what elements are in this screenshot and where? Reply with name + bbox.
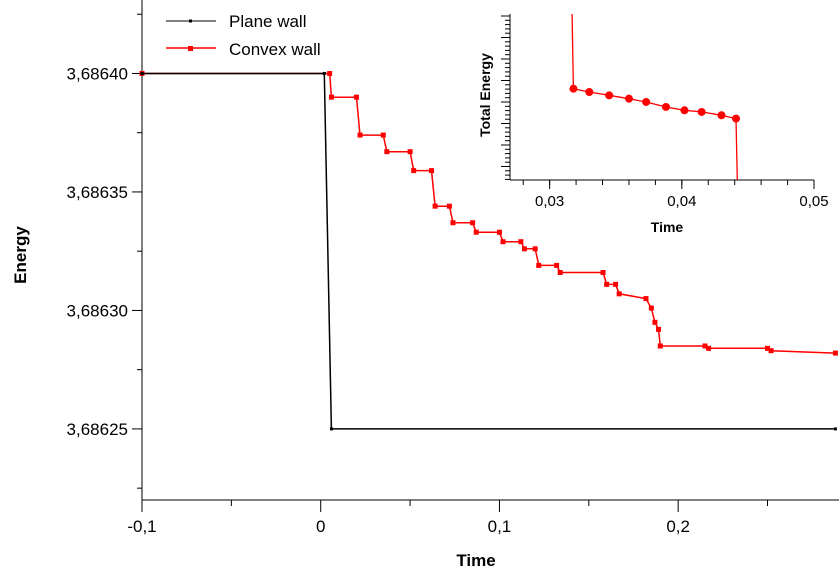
convex-wall-point [554,262,560,268]
inset-series-point [697,107,706,116]
main-y-axis-title: Energy [11,226,30,284]
inset-plot-area [569,13,741,181]
convex-wall-point [643,296,649,302]
convex-wall-point [532,246,538,252]
main-y-tick-label: 3,68625 [67,420,128,439]
convex-wall-point [470,220,476,226]
inset-background [508,14,814,180]
inset-series-point [732,114,741,123]
convex-wall-point [768,348,774,354]
convex-wall-point [832,350,838,356]
legend-label-plane-wall: Plane wall [229,12,307,31]
convex-wall-point [327,70,333,76]
convex-wall-point [616,291,622,297]
legend-item-convex-wall: Convex wall [166,40,321,59]
inset-series-point [624,94,633,103]
convex-wall-point [655,326,661,332]
legend-label-convex-wall: Convex wall [229,40,321,59]
inset-series-point [569,84,578,93]
plane-wall-point [322,71,326,75]
series-plane-wall-line [142,72,836,430]
convex-wall-point [648,305,654,311]
convex-wall-point [407,149,413,155]
main-ticks: -0,1 0 0,1 0,2 3,68625 3,68630 3,68635 3,68640 [67,13,769,536]
convex-wall-point [473,229,479,235]
main-x-tick-label: 0,1 [488,517,512,536]
convex-wall-point [604,281,610,287]
inset-series-point [642,97,651,106]
main-x-tick-label: 0,2 [666,517,690,536]
convex-wall-point [411,168,417,174]
main-x-tick-label: -0,1 [127,517,156,536]
convex-wall-point [446,203,452,209]
plane-wall-point [833,427,837,431]
legend-marker-convex-wall [188,46,193,51]
main-x-tick-label: 0 [316,517,325,536]
inset-series-point [680,106,689,115]
convex-wall-point [536,262,542,268]
main-plot-area [139,70,838,431]
convex-wall-point [496,229,502,235]
convex-wall-point [600,270,606,276]
inset-x-tick-label: 0,05 [799,193,828,210]
convex-wall-point [706,345,712,351]
convex-wall-point [450,220,456,226]
inset-y-axis-title: Total Energy [477,53,493,137]
inset-ticks: 0,03 0,04 0,05 [501,15,829,210]
convex-wall-point [328,94,334,100]
inset-series-point [661,102,670,111]
legend-marker-plane-wall [189,19,192,23]
inset-series-point [605,91,614,100]
plane-wall-point [140,71,144,75]
inset-chart: 0,03 0,04 0,05 Time Total Energy [477,13,829,235]
convex-wall-point [652,319,658,325]
convex-wall-point [613,281,619,287]
plane-wall-point [329,427,333,431]
legend: Plane wall Convex wall [166,12,321,59]
main-x-axis-title: Time [456,551,495,570]
inset-x-axis-title: Time [651,219,684,235]
main-y-tick-label: 3,68635 [67,183,128,202]
convex-wall-point [657,343,663,349]
inset-x-tick-label: 0,04 [667,193,696,210]
convex-wall-point [357,132,363,138]
main-axes [141,0,839,501]
convex-wall-point [518,239,524,245]
convex-wall-point [500,239,506,245]
convex-wall-point [429,168,435,174]
legend-item-plane-wall: Plane wall [166,12,307,31]
inset-series-point [717,111,726,120]
inset-x-tick-label: 0,03 [535,193,564,210]
inset-series-point [585,88,594,97]
convex-wall-point [765,345,771,351]
convex-wall-point [353,94,359,100]
convex-wall-point [432,203,438,209]
main-y-tick-label: 3,68640 [67,64,128,83]
convex-wall-point [702,343,708,349]
main-y-tick-label: 3,68630 [67,301,128,320]
convex-wall-point [557,270,563,276]
convex-wall-point [384,149,390,155]
convex-wall-point [521,246,527,252]
convex-wall-point [380,132,386,138]
